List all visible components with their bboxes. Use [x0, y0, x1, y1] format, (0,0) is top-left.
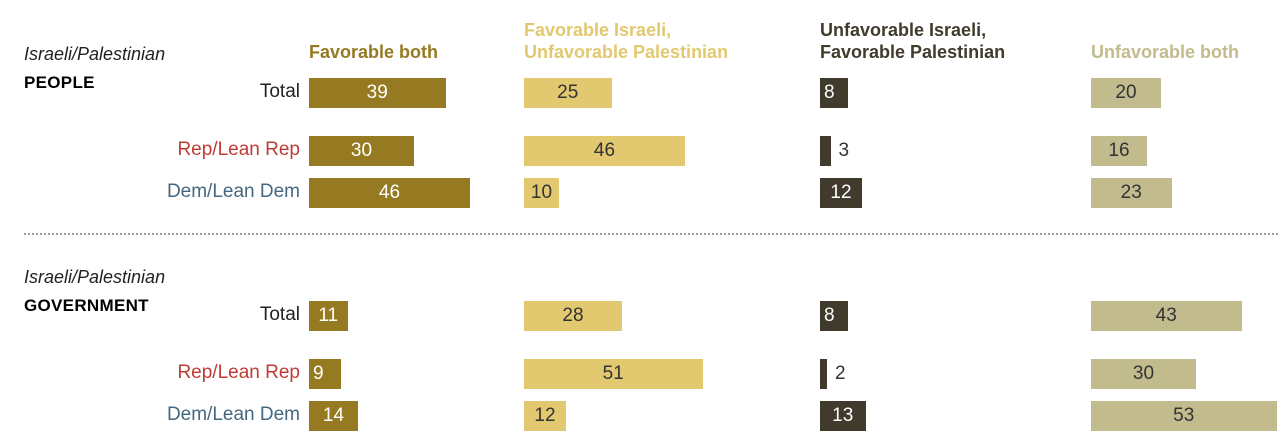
row-label-dem: Dem/Lean Dem [166, 181, 300, 202]
bar-value-label: 12 [830, 182, 852, 203]
bar-total-col1 [524, 78, 612, 108]
bar-rep-col2 [820, 136, 831, 166]
bar-value-label: 46 [593, 140, 616, 161]
column-header-3: Unfavorable both [1091, 42, 1240, 62]
bar-value-label: 46 [378, 182, 401, 203]
bar-value-label: 8 [824, 305, 835, 326]
bar-value-label: 23 [1120, 182, 1142, 203]
bar-total-col3 [1091, 78, 1161, 108]
panel-divider [24, 233, 1278, 235]
bar-total-col0 [309, 78, 446, 108]
bar-value-label: 13 [832, 405, 854, 426]
bar-value-label: 43 [1155, 305, 1177, 326]
bar-value-label: 30 [350, 140, 373, 161]
bar-total-col3 [1091, 301, 1242, 331]
bar-rep-col3 [1091, 136, 1147, 166]
row-label-total: Total [259, 304, 300, 325]
bar-dem-col2 [820, 401, 866, 431]
bar-value-label: 16 [1108, 140, 1130, 161]
bar-rep-col3 [1091, 359, 1196, 389]
row-label-dem: Dem/Lean Dem [166, 404, 300, 425]
bar-dem-col3 [1091, 178, 1172, 208]
bar-rep-col2 [820, 359, 827, 389]
column-header-2: Favorable Palestinian [820, 42, 1006, 62]
bar-value-label: 53 [1173, 405, 1195, 426]
bar-value-label: 3 [838, 140, 850, 161]
panel-title: Israeli/Palestinian [24, 267, 166, 287]
bar-value-label: 8 [824, 82, 835, 103]
panel-subtitle: GOVERNMENT [24, 296, 149, 315]
column-header-1: Unfavorable Palestinian [524, 42, 729, 62]
panel-title: Israeli/Palestinian [24, 44, 166, 64]
bar-dem-col2 [820, 178, 862, 208]
bar-rep-col0 [309, 359, 341, 389]
bar-dem-col0 [309, 178, 470, 208]
bar-value-label: 10 [530, 182, 553, 203]
bar-value-label: 12 [534, 405, 556, 426]
column-header-2: Unfavorable Israeli, [820, 20, 987, 40]
bar-total-col2 [820, 301, 848, 331]
row-label-rep: Rep/Lean Rep [177, 362, 300, 383]
panel-subtitle: PEOPLE [24, 73, 95, 92]
bar-rep-col1 [524, 359, 703, 389]
bar-value-label: 2 [835, 363, 846, 384]
bar-total-col0 [309, 301, 348, 331]
bar-value-label: 11 [318, 305, 339, 326]
bar-value-label: 25 [557, 82, 579, 103]
bar-dem-col0 [309, 401, 358, 431]
bar-value-label: 9 [313, 363, 324, 384]
bar-value-label: 14 [322, 405, 345, 426]
bar-value-label: 51 [602, 363, 624, 384]
bar-value-label: 39 [366, 82, 388, 103]
bar-dem-col1 [524, 401, 566, 431]
row-label-total: Total [259, 81, 300, 102]
bar-value-label: 30 [1132, 363, 1155, 384]
bar-rep-col1 [524, 136, 685, 166]
bar-rep-col0 [309, 136, 414, 166]
bar-value-label: 28 [562, 305, 584, 326]
bar-total-col1 [524, 301, 622, 331]
column-header-1: Favorable Israeli, [524, 20, 672, 40]
bar-total-col2 [820, 78, 848, 108]
row-label-rep: Rep/Lean Rep [177, 139, 300, 160]
column-header-0: Favorable both [309, 42, 439, 62]
bar-dem-col3 [1091, 401, 1277, 431]
bar-value-label: 20 [1115, 82, 1137, 103]
bar-dem-col1 [524, 178, 559, 208]
